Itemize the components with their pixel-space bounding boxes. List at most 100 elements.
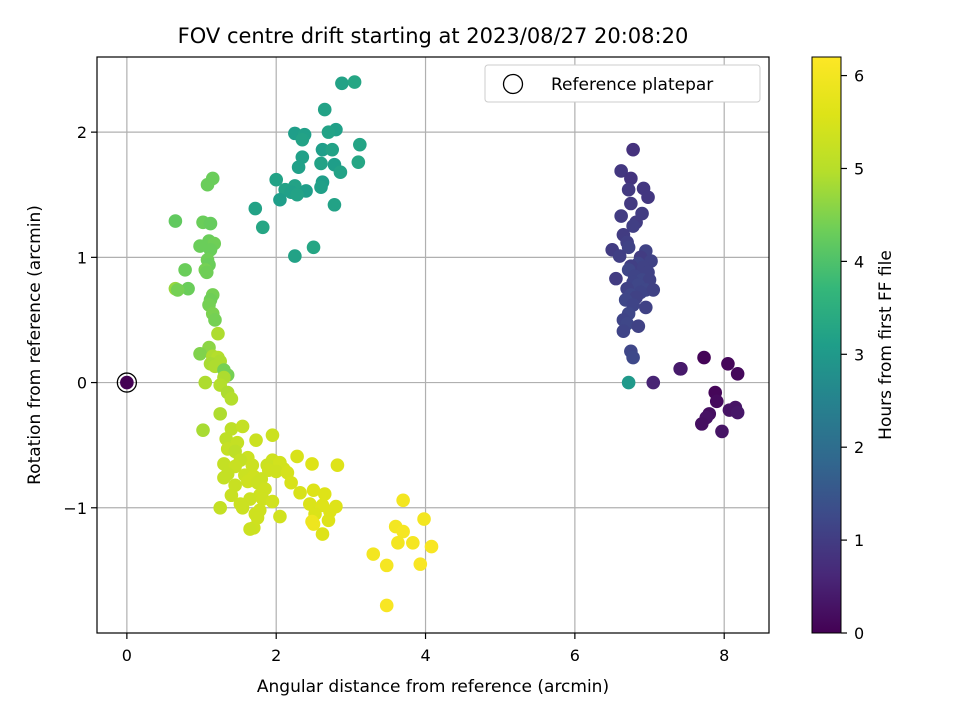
data-point (673, 361, 687, 376)
data-point (269, 172, 284, 187)
data-point (245, 458, 260, 473)
data-point (709, 394, 724, 409)
plot-points (120, 75, 745, 613)
data-point (269, 464, 284, 479)
data-point (224, 422, 239, 436)
data-point (626, 219, 640, 233)
data-point (314, 156, 328, 171)
x-tick-label: 8 (719, 646, 729, 665)
colorbar-tick-label: 1 (854, 531, 864, 550)
data-point (327, 197, 342, 212)
x-axis-label: Angular distance from reference (arcmin) (257, 677, 609, 697)
data-point (265, 428, 280, 442)
data-point (203, 216, 218, 231)
data-point (621, 375, 636, 390)
y-tick-label: −1 (63, 499, 87, 518)
reference-platepar-marker (116, 372, 138, 393)
y-tick-label: 0 (77, 374, 87, 393)
data-point (396, 524, 410, 539)
data-point (199, 265, 214, 280)
data-point (200, 177, 215, 192)
colorbar-ticks: 0 1 2 3 4 5 6 (841, 67, 864, 643)
reference-marker-group (116, 372, 138, 393)
data-point (639, 300, 653, 315)
data-point (379, 598, 394, 613)
colorbar-tick-label: 3 (854, 345, 864, 364)
x-tick-label: 0 (122, 646, 132, 665)
data-point (321, 513, 336, 528)
x-tick-label: 4 (420, 646, 430, 665)
data-point (224, 488, 239, 503)
data-point (624, 196, 638, 211)
y-ticks: −1 0 1 2 (63, 123, 97, 518)
data-point (170, 283, 185, 297)
y-axis-label: Rotation from reference (arcmin) (25, 205, 45, 485)
data-point (181, 281, 195, 296)
data-point (353, 137, 367, 152)
y-tick-label: 2 (77, 123, 87, 142)
data-point (379, 558, 394, 573)
data-point (612, 249, 627, 263)
data-point (306, 240, 321, 255)
data-point (325, 142, 340, 157)
data-point (697, 350, 711, 365)
data-point (626, 142, 640, 157)
data-point (120, 375, 134, 390)
data-point (305, 457, 319, 471)
data-point (391, 536, 405, 550)
data-point (330, 458, 345, 473)
data-point (609, 271, 623, 286)
data-point (396, 493, 410, 508)
data-point (255, 220, 270, 235)
data-point (249, 433, 263, 447)
colorbar-tick-label: 5 (854, 159, 864, 178)
data-point (288, 249, 302, 263)
data-point (616, 324, 631, 339)
data-point (291, 160, 306, 174)
data-point (624, 171, 638, 186)
data-point (646, 375, 661, 390)
legend: Reference platepar (484, 64, 761, 103)
data-point (198, 375, 213, 390)
data-point (321, 125, 336, 139)
data-point (235, 500, 250, 515)
data-point (366, 547, 381, 561)
data-point (290, 187, 304, 202)
colorbar-gradient (811, 56, 842, 634)
colorbar: 0 1 2 3 4 5 6 Hours from first FF file (811, 56, 896, 643)
data-point (273, 192, 287, 207)
data-point (290, 449, 304, 464)
data-point (333, 165, 348, 179)
data-point (243, 522, 257, 536)
x-ticks: 0 2 4 6 8 (122, 633, 729, 665)
data-point (314, 180, 328, 195)
data-point (217, 470, 231, 485)
data-point (178, 263, 192, 277)
data-point (614, 164, 628, 178)
legend-box (484, 64, 761, 103)
data-point (351, 155, 366, 169)
data-point (315, 142, 330, 157)
data-point (265, 494, 280, 509)
chart-title: FOV centre drift starting at 2023/08/27 … (178, 24, 689, 48)
data-point (193, 239, 207, 253)
data-point (235, 419, 250, 434)
data-point (306, 517, 321, 531)
data-point (196, 423, 210, 437)
x-tick-label: 6 (570, 646, 580, 665)
data-point (303, 497, 317, 511)
legend-label: Reference platepar (551, 75, 713, 95)
data-point (626, 350, 640, 365)
data-point (248, 201, 263, 216)
data-point (621, 240, 636, 255)
data-point (621, 182, 636, 197)
colorbar-tick-label: 0 (854, 624, 864, 643)
colorbar-label: Hours from first FF file (876, 250, 896, 440)
data-point (695, 417, 709, 431)
data-point (273, 509, 287, 524)
data-point (317, 102, 332, 117)
data-point (347, 75, 362, 89)
data-point (406, 536, 420, 550)
colorbar-tick-label: 6 (854, 67, 864, 86)
data-point (715, 424, 729, 439)
